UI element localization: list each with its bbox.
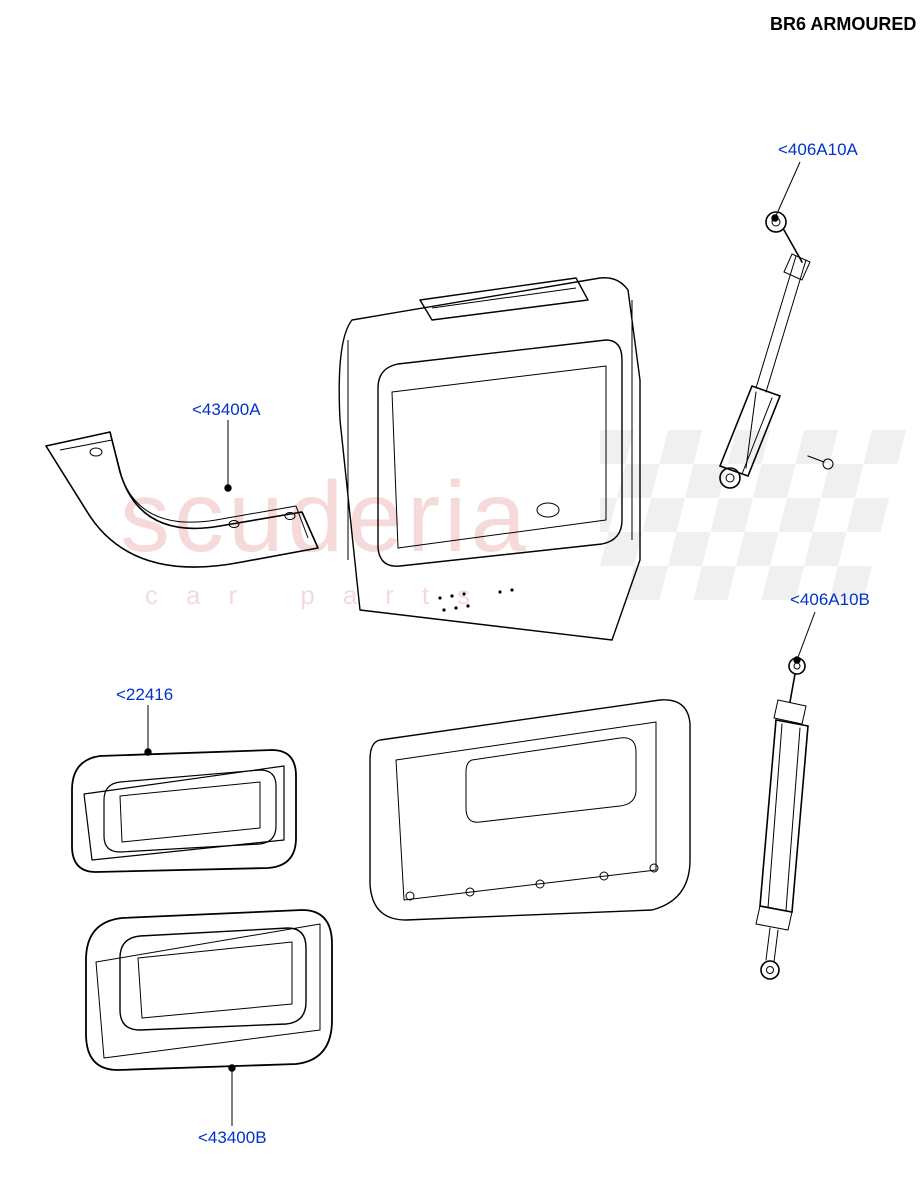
callout-leaders <box>0 0 921 1200</box>
callout-22416[interactable]: <22416 <box>116 685 173 705</box>
callout-43400A[interactable]: <43400A <box>192 400 261 420</box>
callout-406A10A[interactable]: <406A10A <box>778 140 858 160</box>
callout-406A10B[interactable]: <406A10B <box>790 590 870 610</box>
callout-43400B[interactable]: <43400B <box>198 1128 267 1148</box>
